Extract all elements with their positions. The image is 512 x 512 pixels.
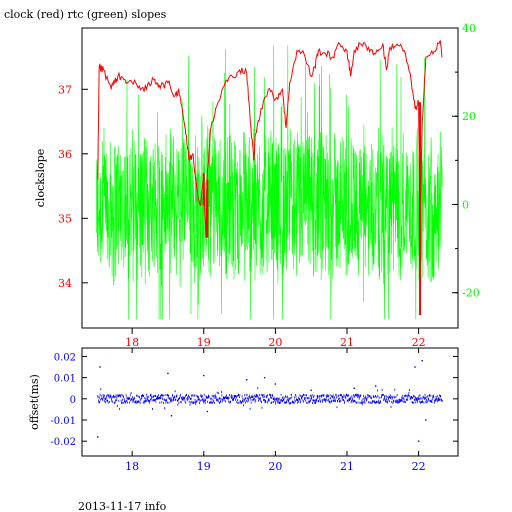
bottom-x-tick-label: 20 <box>268 460 282 473</box>
top-left-y-axis: 34 35 36 37 <box>58 83 88 290</box>
offset-point <box>206 410 209 413</box>
chart-title: clock (red) rtc (green) slopes <box>4 8 167 21</box>
offset-point <box>274 383 277 385</box>
bottom-y-tick-label: 0 <box>70 395 76 406</box>
top-y2-tick-label: 0 <box>462 198 469 211</box>
top-y-tick-label: 37 <box>58 83 72 96</box>
offset-point <box>421 360 423 362</box>
offset-series <box>97 360 443 442</box>
top-x-tick-label: 18 <box>125 336 139 349</box>
clock-series <box>97 40 443 316</box>
offset-point <box>170 415 173 417</box>
offset-point <box>417 440 420 442</box>
offset-point <box>353 387 355 389</box>
offset-point <box>97 436 99 438</box>
top-x-tick-label: 22 <box>412 336 426 349</box>
top-x-tick-label: 21 <box>340 336 354 349</box>
bottom-x-tick-label: 22 <box>412 460 426 473</box>
top-right-y-axis: -20 0 20 40 <box>452 22 480 300</box>
offset-point <box>203 374 205 377</box>
top-y-axis-label: clockslope <box>34 149 47 207</box>
bottom-x-tick-label: 18 <box>125 460 139 473</box>
top-y-tick-label: 36 <box>58 148 72 161</box>
offset-point <box>374 385 377 387</box>
rtc-line <box>96 45 443 320</box>
top-x-tick-label: 20 <box>268 336 282 349</box>
offset-point <box>425 419 427 421</box>
top-plot-frame <box>81 27 459 329</box>
bottom-y-tick-label: -0.01 <box>50 416 76 427</box>
top-y2-tick-label: 40 <box>462 22 476 35</box>
top-y-tick-label: 35 <box>58 212 72 225</box>
bottom-x-tick-label: 19 <box>197 460 211 473</box>
bottom-panel: 18 19 20 21 22 -0.02 -0.01 0 0.01 0.02 offset(ms… <box>28 347 459 473</box>
bottom-y-tick-label: -0.02 <box>50 437 76 448</box>
bottom-y-tick-label: 0.01 <box>54 374 76 385</box>
bottom-x-tick-label: 21 <box>340 460 354 473</box>
top-y2-tick-label: 20 <box>462 110 476 123</box>
top-x-axis: 18 19 20 21 22 <box>125 328 426 349</box>
bottom-y-tick-label: 0.02 <box>54 352 76 363</box>
offset-point <box>263 376 266 379</box>
bottom-plot-frame <box>81 347 459 457</box>
footer-info: 2013-11-17 info <box>78 500 167 512</box>
top-panel: 18 19 20 21 22 34 35 36 37 -20 0 20 40 clockslope <box>34 22 480 349</box>
top-x-tick-label: 19 <box>197 336 211 349</box>
top-y-tick-label: 34 <box>58 277 72 290</box>
offset-point <box>167 372 169 375</box>
top-y2-tick-label: -20 <box>462 287 480 300</box>
offset-point <box>414 366 416 368</box>
bottom-x-axis: 18 19 20 21 22 <box>125 348 426 473</box>
clock-line <box>97 40 443 238</box>
offset-point <box>246 379 248 381</box>
bottom-y-axis: -0.02 -0.01 0 0.01 0.02 <box>50 352 458 448</box>
bottom-y-axis-label: offset(ms) <box>28 374 41 430</box>
rtc-series <box>96 45 443 320</box>
offset-point <box>310 389 312 392</box>
offset-point <box>99 366 101 368</box>
offset-band <box>97 387 443 410</box>
